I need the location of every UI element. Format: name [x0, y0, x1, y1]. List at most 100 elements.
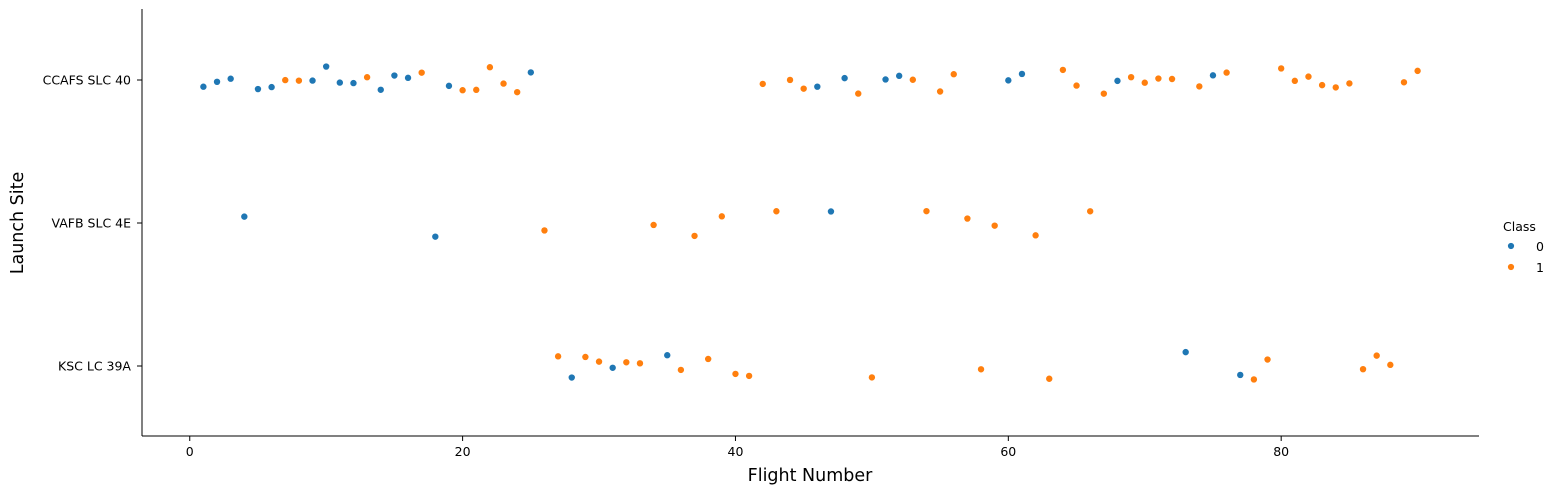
data-point [622, 358, 631, 367]
data-point [690, 231, 699, 240]
data-point [199, 82, 208, 91]
data-point [1249, 375, 1258, 384]
legend: Class 0 1 [1503, 219, 1544, 275]
y-tick-label: CCAFS SLC 40 [43, 73, 131, 88]
data-point [526, 68, 535, 77]
data-point [376, 85, 385, 94]
data-point [1345, 79, 1354, 88]
data-point [1399, 78, 1408, 87]
data-point [895, 71, 904, 80]
data-point [908, 75, 917, 84]
data-point [226, 74, 235, 83]
data-point [949, 70, 958, 79]
data-point [1372, 351, 1381, 360]
data-point [458, 86, 467, 95]
data-point [663, 351, 672, 360]
data-point [840, 74, 849, 83]
data-point [854, 89, 863, 98]
data-point [267, 83, 276, 92]
data-point [1359, 365, 1368, 374]
data-point [1318, 81, 1327, 90]
data-point [417, 68, 426, 77]
data-point [990, 221, 999, 230]
data-point [881, 75, 890, 84]
data-point [799, 84, 808, 93]
data-point [1195, 82, 1204, 91]
data-point [554, 352, 563, 361]
data-point [963, 214, 972, 223]
y-tick-label: KSC LC 39A [58, 359, 131, 374]
data-point [1236, 370, 1245, 379]
data-point [404, 73, 413, 82]
legend-label-class-1: 1 [1536, 260, 1544, 275]
data-point [1072, 81, 1081, 90]
legend-marker-class-0 [1507, 242, 1515, 250]
data-point [731, 369, 740, 378]
data-point [826, 207, 835, 216]
data-point [1168, 74, 1177, 83]
data-point [1004, 76, 1013, 85]
x-tick-label: 80 [1273, 444, 1289, 459]
legend-title: Class [1503, 219, 1536, 234]
data-point [704, 354, 713, 363]
data-point [540, 226, 549, 235]
y-tick-label: VAFB SLC 4E [52, 216, 132, 231]
x-axis-title: Flight Number [748, 466, 874, 486]
data-points [199, 62, 1422, 384]
data-point [813, 82, 822, 91]
data-point [1222, 68, 1231, 77]
x-tick-label: 0 [186, 444, 194, 459]
data-point [308, 76, 317, 85]
data-point [1386, 360, 1395, 369]
data-point [1140, 78, 1149, 87]
data-point [322, 62, 331, 71]
data-point [349, 79, 358, 88]
x-tick-label: 20 [455, 444, 471, 459]
data-point [1208, 71, 1217, 80]
data-point [608, 363, 617, 372]
y-ticks: CCAFS SLC 40 VAFB SLC 4E KSC LC 39A [43, 73, 142, 374]
data-point [1413, 66, 1422, 75]
plot-area: 0 20 40 60 80 CCAFS SLC 40 VAFB SLC 4E KSC LC … [43, 9, 1479, 459]
data-point [595, 357, 604, 366]
legend-marker-class-1 [1507, 263, 1515, 271]
data-point [513, 88, 522, 97]
data-point [1263, 355, 1272, 364]
legend-label-class-0: 0 [1536, 239, 1544, 254]
data-point [485, 63, 494, 72]
data-point [281, 76, 290, 85]
data-point [649, 220, 658, 229]
data-point [786, 75, 795, 84]
data-point [1290, 76, 1299, 85]
x-tick-label: 60 [1000, 444, 1016, 459]
data-point [1113, 76, 1122, 85]
data-point [1099, 89, 1108, 98]
data-point [335, 78, 344, 87]
data-point [635, 359, 644, 368]
x-tick-label: 40 [728, 444, 744, 459]
data-point [240, 212, 249, 221]
data-point [294, 76, 303, 85]
data-point [745, 371, 754, 380]
data-point [363, 73, 372, 82]
data-point [1031, 231, 1040, 240]
data-point [1154, 74, 1163, 83]
data-point [1127, 73, 1136, 82]
data-point [1086, 207, 1095, 216]
data-point [1058, 65, 1067, 74]
data-point [1304, 72, 1313, 81]
data-point [581, 352, 590, 361]
data-point [499, 79, 508, 88]
data-point [758, 79, 767, 88]
y-axis-title: Launch Site [8, 172, 28, 275]
x-ticks: 0 20 40 60 80 [186, 436, 1289, 459]
data-point [1277, 64, 1286, 73]
data-point [1331, 83, 1340, 92]
data-point [1017, 69, 1026, 78]
data-point [567, 373, 576, 382]
data-point [676, 365, 685, 374]
data-point [1181, 348, 1190, 357]
data-point [936, 87, 945, 96]
data-point [390, 71, 399, 80]
